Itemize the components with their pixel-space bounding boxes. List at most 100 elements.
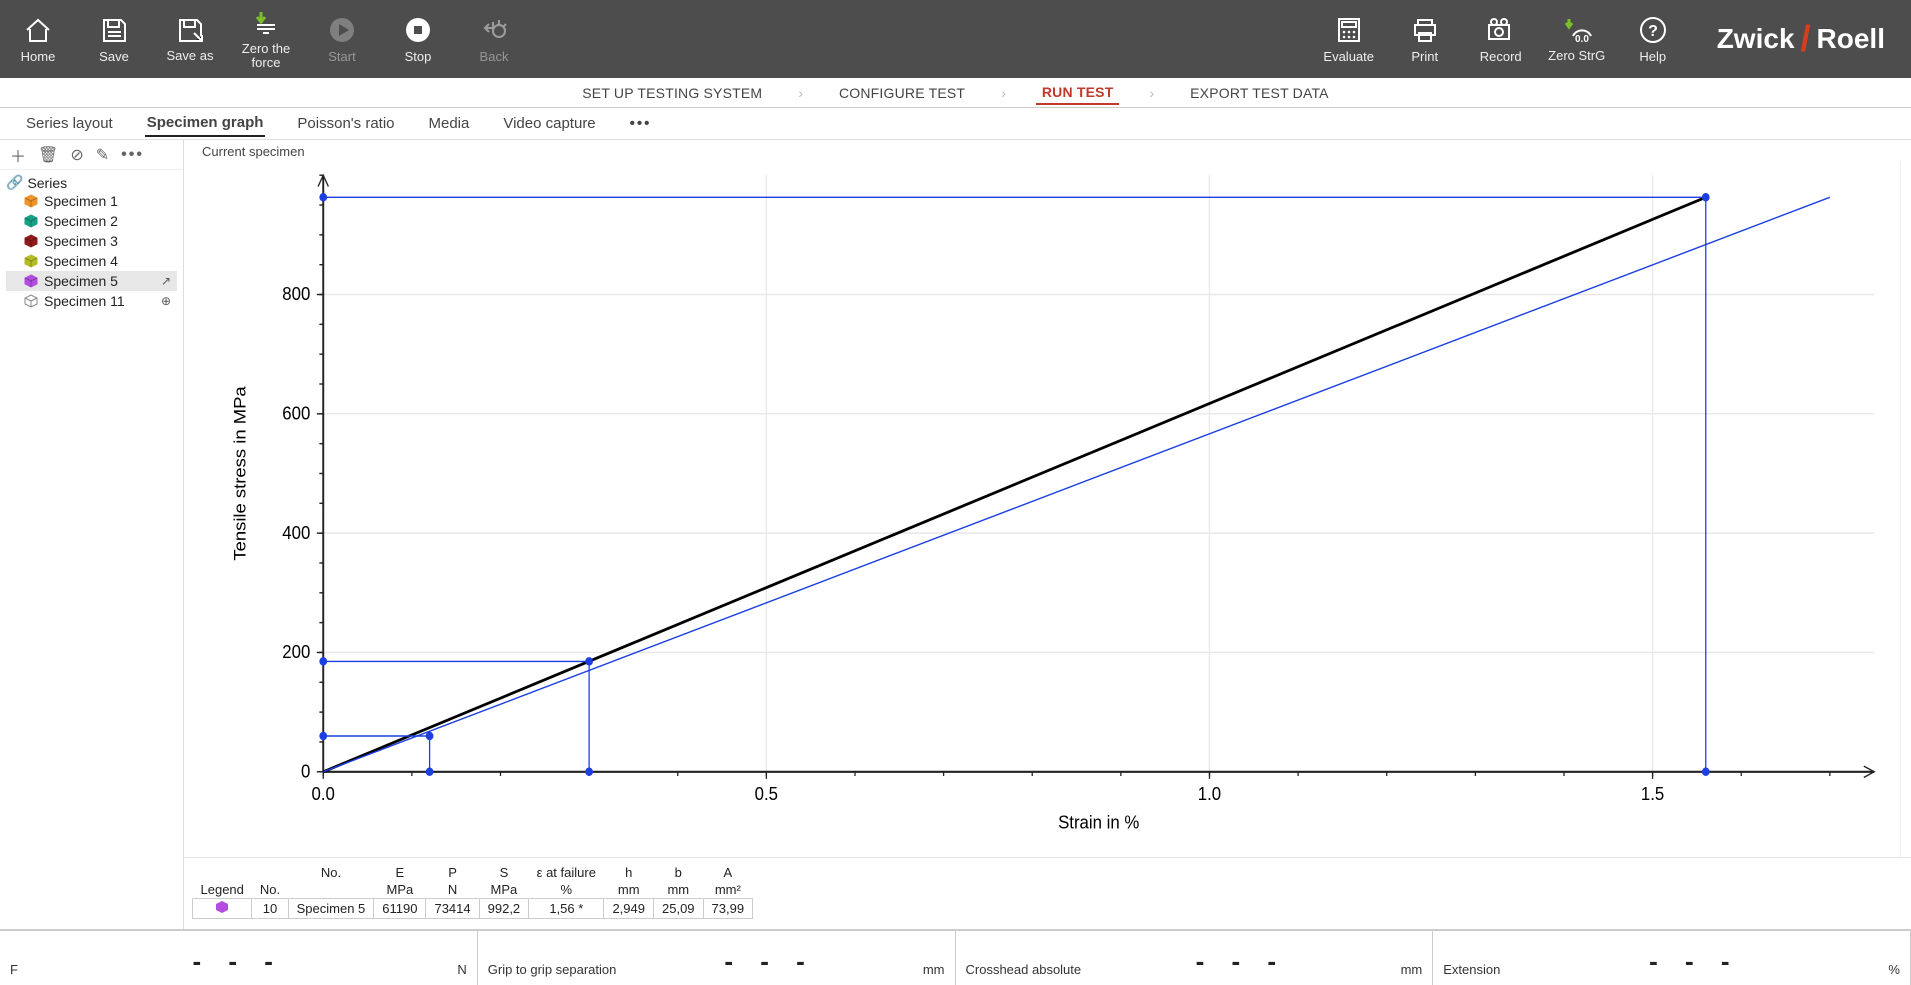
help-icon: ? [1638,15,1668,45]
tab-specimen-graph[interactable]: Specimen graph [145,110,266,137]
workflow-configure[interactable]: CONFIGURE TEST [833,82,971,104]
add-icon[interactable]: ＋ [10,143,26,167]
evaluate-button[interactable]: Evaluate [1311,0,1387,78]
toolbar-spacer [532,0,1311,78]
tab-video[interactable]: Video capture [501,111,597,136]
cell-P: 73414 [426,899,479,919]
stop-button[interactable]: Stop [380,0,456,78]
zero-strg-label: Zero StrG [1548,49,1605,63]
chart-title: Current specimen [194,144,1901,161]
edit-icon[interactable]: ✎ [96,145,109,165]
save-icon [99,15,129,45]
play-icon [327,15,357,45]
series-item-label: Specimen 3 [44,233,118,249]
series-item-label: Specimen 11 [44,293,125,309]
zero-force-icon [251,8,281,38]
svg-text:600: 600 [282,403,310,424]
cell-A: 73,99 [703,899,753,919]
tab-series-layout[interactable]: Series layout [24,111,115,136]
workflow-run[interactable]: RUN TEST [1036,81,1120,105]
home-label: Home [21,49,56,64]
print-button[interactable]: Print [1387,0,1463,78]
series-item-label: Specimen 1 [44,193,118,209]
brand-left: Zwick [1717,23,1795,55]
delete-icon[interactable]: 🗑 [38,145,58,165]
print-icon [1410,15,1440,45]
workflow-setup[interactable]: SET UP TESTING SYSTEM [576,82,768,104]
status-force: F - - - N [0,931,478,985]
series-item[interactable]: Specimen 5 ↗ [6,271,177,291]
cube-icon [24,254,38,268]
stop-label: Stop [405,49,432,64]
series-panel: ＋ 🗑 ⊘ ✎ ••• 🔗 Series Specimen 1 Specimen … [0,140,184,929]
start-button: Start [304,0,380,78]
svg-text:200: 200 [282,641,310,662]
series-item[interactable]: Specimen 11 ⊕ [6,291,177,311]
view-tabs: Series layout Specimen graph Poisson's r… [0,108,1911,140]
svg-text:Strain in %: Strain in % [1058,812,1139,833]
table-header-2: LegendNo. MPa NMPa %mm mmmm² [193,881,753,899]
link-icon: 🔗 [6,174,23,191]
series-item[interactable]: Specimen 4 [6,251,177,271]
tab-more-icon[interactable]: ••• [628,111,654,136]
series-item[interactable]: Specimen 3 [6,231,177,251]
svg-text:800: 800 [282,283,310,304]
content-area: Current specimen 02004006008000.00.51.01… [184,140,1911,929]
zero-force-button[interactable]: Zero the force [228,0,304,78]
print-label: Print [1411,49,1438,64]
save-as-button[interactable]: Save as [152,0,228,78]
record-button[interactable]: Record [1463,0,1539,78]
svg-text:0.5: 0.5 [755,783,779,804]
series-root[interactable]: 🔗 Series [6,174,177,191]
series-item[interactable]: Specimen 2 [6,211,177,231]
series-item-label: Specimen 2 [44,213,118,229]
cube-icon [24,234,38,248]
calculator-icon [1335,15,1363,45]
help-button[interactable]: ? Help [1615,0,1691,78]
chart-container: Current specimen 02004006008000.00.51.01… [184,140,1911,857]
home-icon [23,15,53,45]
cube-icon [24,194,38,208]
series-item-label: Specimen 4 [44,253,118,269]
more-icon[interactable]: ••• [121,146,144,164]
workflow-export[interactable]: EXPORT TEST DATA [1184,82,1335,104]
cell-eps: 1,56 * [529,899,604,919]
cell-no: 10 [252,899,288,919]
cell-h: 2,949 [604,899,654,919]
save-as-label: Save as [167,49,214,63]
svg-text:0: 0 [301,761,311,782]
gauge-icon: 0.0 [1561,15,1593,45]
camera-icon [1485,15,1517,45]
series-item-tag: ↗ [161,274,171,288]
save-button[interactable]: Save [76,0,152,78]
svg-text:1.0: 1.0 [1198,783,1222,804]
svg-text:400: 400 [282,522,310,543]
main-toolbar: Home Save Save as Zero the force Start S… [0,0,1911,78]
zero-strg-button[interactable]: 0.0 Zero StrG [1539,0,1615,78]
tab-media[interactable]: Media [427,111,472,136]
stop-icon [403,15,433,45]
cell-E: 61190 [374,899,426,919]
stress-strain-chart[interactable]: 02004006008000.00.51.01.5Strain in %Tens… [194,161,1901,857]
series-item-label: Specimen 5 [44,273,118,289]
record-label: Record [1480,49,1522,64]
series-toolbar: ＋ 🗑 ⊘ ✎ ••• [0,140,183,170]
series-item-tag: ⊕ [161,294,171,308]
results-table: No.E PS ε at failureh bA LegendNo. MPa N… [184,857,1911,929]
brand-right: Roell [1817,23,1885,55]
tab-poisson[interactable]: Poisson's ratio [295,111,396,136]
svg-text:Tensile stress in MPa: Tensile stress in MPa [230,386,249,561]
svg-text:1.5: 1.5 [1641,783,1665,804]
back-button: Back [456,0,532,78]
cell-name: Specimen 5 [288,899,374,919]
disable-icon[interactable]: ⊘ [70,145,83,165]
back-icon [479,15,509,45]
table-row[interactable]: 10 Specimen 5 61190 73414 992,2 1,56 * 2… [193,899,753,919]
cell-S: 992,2 [479,899,529,919]
status-grip: Grip to grip separation - - - mm [478,931,956,985]
cube-icon [24,294,38,308]
series-item[interactable]: Specimen 1 [6,191,177,211]
status-crosshead: Crosshead absolute - - - mm [956,931,1434,985]
status-bar: F - - - N Grip to grip separation - - - … [0,929,1911,985]
home-button[interactable]: Home [0,0,76,78]
